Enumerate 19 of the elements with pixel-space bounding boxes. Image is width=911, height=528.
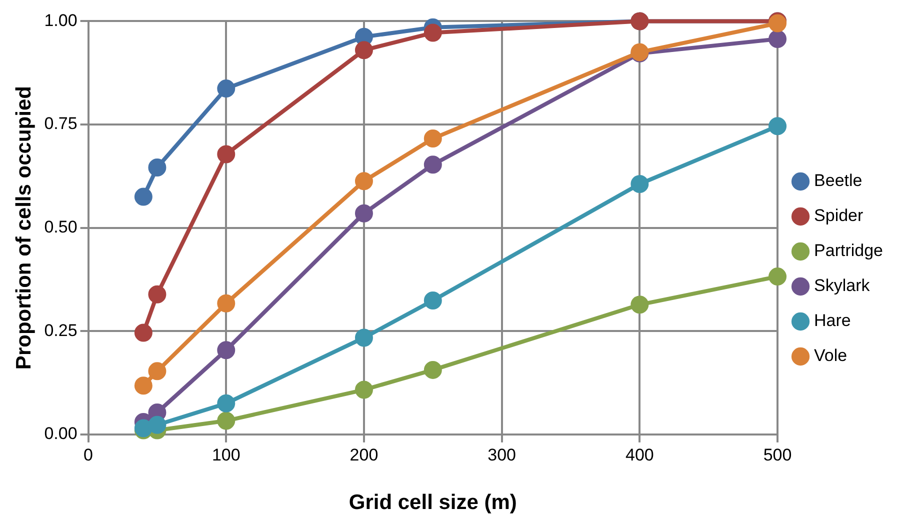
x-tick-label: 300 xyxy=(488,445,516,464)
legend-label: Skylark xyxy=(814,276,870,296)
x-tick-label: 200 xyxy=(350,445,378,464)
y-tick-label: 0.00 xyxy=(44,424,78,444)
legend-label: Spider xyxy=(814,206,864,226)
legend-label: Vole xyxy=(814,346,848,366)
legend-label: Hare xyxy=(814,311,851,330)
legend-label: Beetle xyxy=(814,171,862,190)
x-tick-label: 0 xyxy=(84,445,94,464)
y-tick-label: 0.75 xyxy=(44,114,78,134)
legend-label: Partridge xyxy=(814,241,884,260)
y-axis-title: Proportion of cells occupied xyxy=(12,86,36,370)
y-tick-label: 0.25 xyxy=(44,320,78,340)
y-tick-label: 1.00 xyxy=(44,10,78,30)
x-axis-title: Grid cell size (m) xyxy=(348,491,517,514)
y-tick-label: 0.50 xyxy=(44,217,78,236)
x-tick-label: 400 xyxy=(625,445,654,464)
x-tick-label: 500 xyxy=(763,445,792,464)
x-tick-label: 100 xyxy=(212,445,240,464)
